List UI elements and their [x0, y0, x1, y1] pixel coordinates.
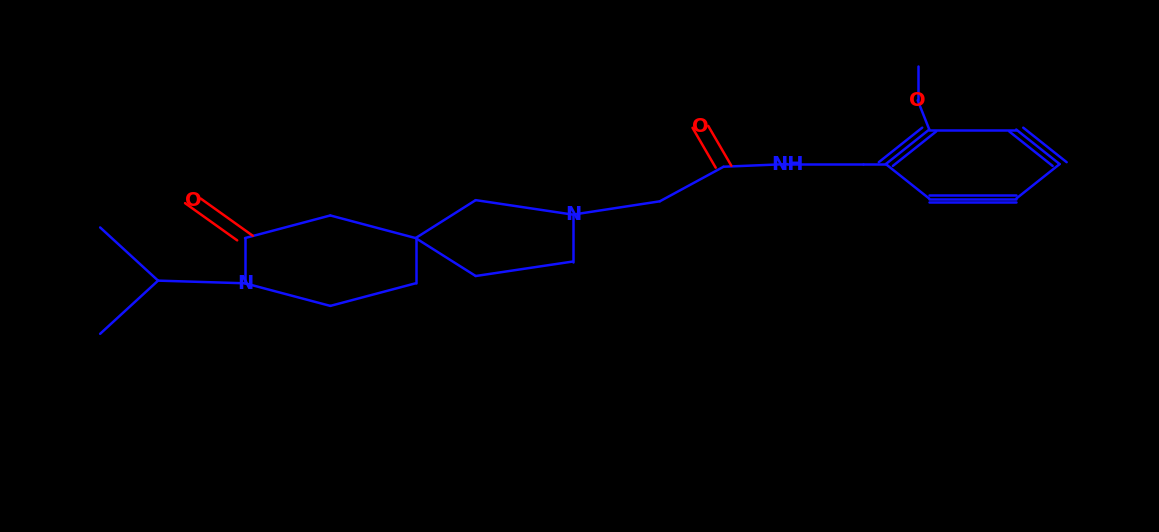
Text: O: O: [910, 91, 926, 110]
Text: N: N: [564, 205, 581, 224]
Text: N: N: [236, 274, 253, 293]
Text: O: O: [184, 192, 202, 210]
Text: O: O: [692, 118, 708, 136]
Text: NH: NH: [771, 155, 803, 173]
